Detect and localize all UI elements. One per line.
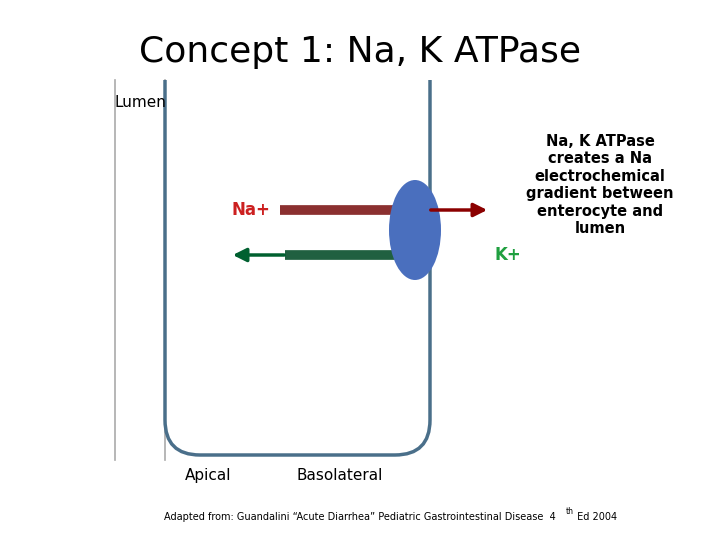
Ellipse shape xyxy=(389,180,441,280)
Text: Apical: Apical xyxy=(185,468,232,483)
Text: Concept 1: Na, K ATPase: Concept 1: Na, K ATPase xyxy=(139,35,581,69)
Text: th: th xyxy=(566,507,574,516)
Text: Lumen: Lumen xyxy=(114,95,166,110)
Text: K+: K+ xyxy=(495,246,522,264)
Text: Na, K ATPase
creates a Na
electrochemical
gradient between
enterocyte and
lumen: Na, K ATPase creates a Na electrochemica… xyxy=(526,134,674,236)
Text: Basolateral: Basolateral xyxy=(297,468,383,483)
Text: Adapted from: Guandalini “Acute Diarrhea” Pediatric Gastrointestinal Disease  4: Adapted from: Guandalini “Acute Diarrhea… xyxy=(164,512,556,522)
Text: Ed 2004: Ed 2004 xyxy=(574,512,617,522)
Text: Na+: Na+ xyxy=(231,201,270,219)
